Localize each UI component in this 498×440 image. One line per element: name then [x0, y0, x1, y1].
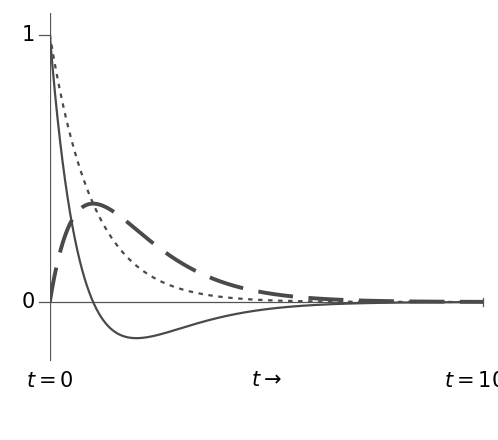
Text: $t=0$: $t=0$: [26, 371, 74, 392]
Text: 1: 1: [21, 25, 35, 44]
Text: 0: 0: [21, 292, 35, 312]
Text: $t\rightarrow$: $t\rightarrow$: [251, 371, 282, 390]
Text: $t=10\ \mathrm{s}$: $t=10\ \mathrm{s}$: [444, 371, 498, 392]
